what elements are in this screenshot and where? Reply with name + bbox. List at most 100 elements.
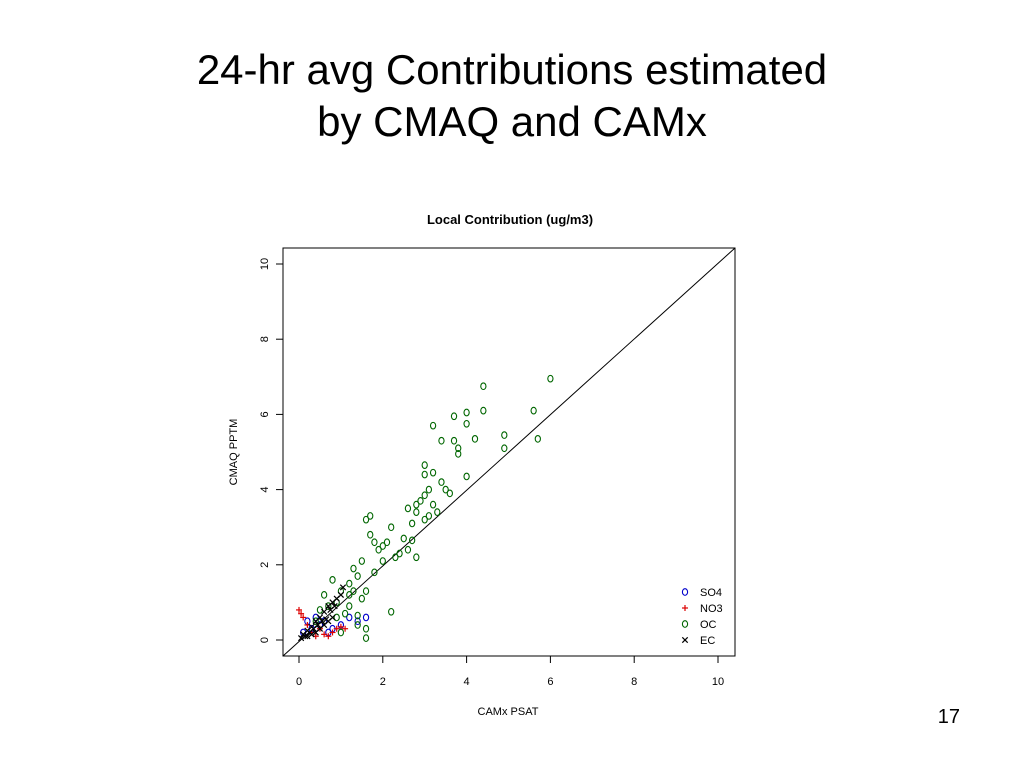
- point-oc: [371, 538, 378, 547]
- point-ec: [308, 631, 315, 638]
- legend-marker-so4: [681, 588, 689, 596]
- point-oc: [362, 634, 370, 642]
- chart-title: Local Contribution (ug/m3): [427, 212, 593, 227]
- page-number: 17: [937, 706, 960, 728]
- point-ec-b: [329, 614, 336, 621]
- point-oc: [429, 500, 437, 509]
- point-oc: [534, 434, 541, 443]
- point-oc: [337, 628, 345, 637]
- legend-label-no3: NO3: [700, 603, 723, 615]
- point-oc: [350, 587, 357, 595]
- point-oc: [404, 504, 412, 513]
- point-oc: [463, 419, 470, 428]
- point-ec-b: [331, 603, 338, 610]
- point-oc: [354, 621, 361, 629]
- y-axis-label: CMAQ PPTM: [228, 419, 240, 486]
- point-oc: [388, 523, 395, 532]
- point-ec: [318, 618, 326, 625]
- point-so4: [346, 613, 353, 622]
- point-oc: [350, 564, 357, 573]
- point-no3: [298, 610, 305, 617]
- x-tick-label: 2: [380, 676, 386, 688]
- point-oc: [429, 421, 437, 430]
- point-oc: [429, 468, 437, 477]
- point-oc: [400, 534, 407, 543]
- point-so4: [354, 617, 361, 626]
- point-oc: [371, 568, 378, 577]
- point-oc: [396, 549, 403, 558]
- point-ec: [316, 614, 324, 621]
- point-no3: [342, 625, 349, 632]
- point-oc: [450, 412, 458, 421]
- point-oc: [442, 485, 449, 494]
- x-axis: 0 2 4 6 8 10: [296, 656, 724, 688]
- point-ec: [312, 629, 319, 636]
- point-no3: [296, 606, 302, 613]
- slide-title-line-2: by CMAQ and CAMx: [317, 98, 707, 145]
- point-oc: [413, 553, 420, 562]
- one-to-one-reference-line: [282, 247, 736, 657]
- point-ec: [297, 634, 305, 642]
- point-oc: [358, 557, 365, 565]
- y-tick-label: 0: [259, 637, 271, 643]
- point-ec-b: [308, 631, 315, 638]
- y-tick-label: 4: [259, 487, 271, 493]
- point-oc: [463, 472, 470, 481]
- point-oc: [530, 406, 537, 415]
- point-oc: [388, 607, 395, 616]
- point-oc: [312, 617, 319, 626]
- point-oc: [341, 609, 349, 618]
- point-oc: [358, 594, 365, 603]
- point-oc: [375, 545, 382, 554]
- point-oc: [392, 553, 399, 562]
- point-oc: [421, 515, 428, 524]
- legend-marker-oc: [681, 620, 689, 628]
- point-oc: [379, 557, 386, 565]
- x-tick-label: 4: [464, 676, 470, 688]
- legend-label-oc: OC: [700, 619, 717, 631]
- y-tick-label: 10: [259, 258, 271, 270]
- y-tick-label: 8: [259, 336, 271, 342]
- point-oc: [362, 587, 370, 595]
- point-oc: [362, 515, 370, 524]
- point-oc: [455, 444, 462, 453]
- point-ec-b: [316, 614, 324, 621]
- point-ec-b: [321, 608, 328, 615]
- x-axis-label: CAMx PSAT: [478, 706, 539, 718]
- point-oc: [362, 624, 370, 633]
- legend-label-ec: EC: [700, 635, 715, 647]
- point-so4: [362, 613, 370, 622]
- point-oc: [383, 538, 391, 547]
- point-oc: [446, 489, 453, 498]
- point-oc: [480, 406, 487, 415]
- point-no3: [321, 631, 328, 638]
- x-tick-label: 6: [547, 676, 553, 688]
- point-oc: [434, 508, 441, 517]
- legend-label-so4: SO4: [700, 587, 722, 599]
- x-tick-label: 8: [631, 676, 637, 688]
- point-ec-b: [339, 584, 347, 591]
- point-ec: [321, 608, 328, 615]
- point-oc: [463, 408, 470, 417]
- point-ec: [331, 603, 338, 610]
- y-tick-label: 2: [259, 562, 271, 568]
- point-oc: [425, 485, 433, 494]
- point-ec-b: [304, 633, 311, 640]
- point-oc: [438, 478, 445, 486]
- point-oc: [346, 579, 353, 588]
- point-oc: [354, 611, 361, 620]
- scatter-chart: Local Contribution (ug/m3) 0 2 4 6 8 10 0 2 4 6 8…: [228, 212, 736, 718]
- point-oc: [408, 519, 416, 528]
- slide-title: 24-hr avg Contributions estimated by CMA…: [0, 44, 1024, 148]
- point-oc: [413, 500, 420, 509]
- point-oc: [367, 512, 374, 520]
- point-oc: [413, 508, 420, 517]
- point-oc: [320, 591, 328, 599]
- point-oc: [501, 431, 508, 439]
- legend-marker-ec-b: [681, 636, 689, 644]
- point-oc: [480, 382, 487, 391]
- point-oc: [379, 542, 386, 550]
- point-ec: [339, 584, 347, 591]
- chart-legend: SO4 NO3 OC EC: [681, 587, 723, 647]
- point-ec-b: [312, 629, 319, 636]
